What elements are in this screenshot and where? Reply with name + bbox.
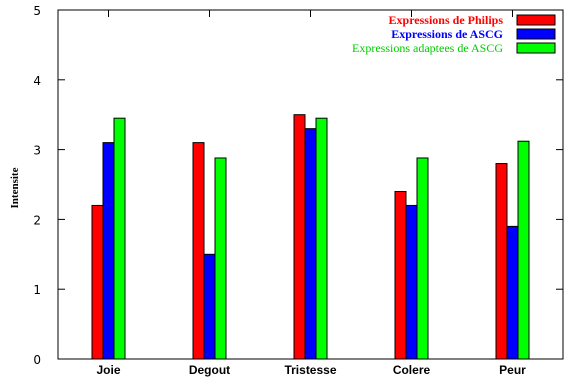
y-tick-label: 2 — [33, 213, 41, 227]
legend-label: Expressions de Philips — [389, 13, 504, 27]
bar — [192, 142, 205, 360]
y-axis-label: Intensite — [9, 167, 21, 208]
bar — [315, 117, 328, 360]
x-tick-label: Tristesse — [284, 363, 336, 377]
bar — [506, 225, 519, 360]
bar — [113, 117, 126, 360]
x-tick-label: Colere — [393, 363, 431, 377]
bar — [102, 142, 115, 360]
x-tick-label: Peur — [499, 363, 526, 377]
bars — [91, 114, 530, 360]
y-tick-label: 5 — [33, 4, 41, 18]
bar — [416, 157, 429, 360]
bar — [394, 190, 407, 360]
bar — [304, 128, 317, 360]
y-tick-label: 0 — [33, 353, 41, 367]
bar — [517, 140, 530, 360]
legend-swatch — [516, 42, 556, 54]
legend-label: Expressions adaptees de ASCG — [352, 41, 503, 55]
legend-swatch — [516, 28, 556, 40]
y-tick-label: 3 — [33, 144, 41, 158]
x-tick-label: Joie — [96, 363, 120, 377]
y-tick-label: 4 — [33, 74, 41, 88]
legend-swatch — [516, 14, 556, 26]
x-tick-label: Degout — [189, 363, 230, 377]
bar — [293, 114, 306, 360]
bar — [405, 204, 418, 360]
bar — [203, 253, 216, 360]
bar — [495, 163, 508, 360]
bar — [214, 157, 227, 360]
bar — [91, 204, 104, 360]
y-tick-label: 1 — [33, 283, 41, 297]
legend-label: Expressions de ASCG — [391, 27, 503, 41]
